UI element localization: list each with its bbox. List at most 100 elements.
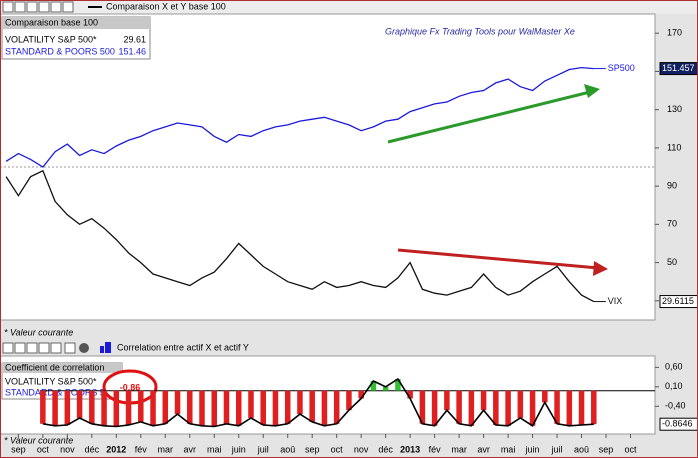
correlation-bar (346, 390, 352, 411)
correlation-bar (395, 379, 401, 391)
y-tick-label: 170 (667, 28, 682, 38)
correlation-bar (468, 390, 475, 426)
correlation-bar (272, 390, 279, 426)
legend-title: Coefficient de correlation (5, 362, 104, 372)
series-line (5, 169, 595, 303)
correlation-bar (40, 390, 46, 424)
last-value-box (659, 417, 698, 431)
correlation-bar (235, 390, 242, 426)
x-tick-label: 2012 (106, 444, 126, 454)
x-tick-label: avr (477, 444, 490, 454)
correlation-bar (382, 386, 389, 391)
correlation-bar (150, 390, 156, 426)
x-tick-label: mai (207, 444, 222, 454)
x-tick-label: sep (11, 444, 26, 454)
last-value-box (659, 62, 698, 76)
lower-toolbar-icons[interactable] (2, 342, 111, 354)
correlation-bar (260, 390, 266, 425)
footnote: * Valeur courante (4, 327, 73, 337)
correlation-bar (211, 390, 218, 427)
correlation-bar (223, 390, 230, 424)
series-line (5, 66, 594, 168)
legend-item: STANDARD & POORS 500 (5, 46, 115, 56)
correlation-bar (554, 390, 560, 424)
correlation-bar (187, 390, 193, 424)
correlation-bar (419, 390, 426, 424)
correlation-outline (42, 377, 594, 428)
correlation-bar (456, 390, 462, 424)
x-tick-label: aoû (574, 444, 589, 454)
correlation-bar (162, 390, 169, 424)
correlation-bar (480, 390, 487, 411)
y-tick-label: 50 (667, 257, 677, 267)
y-tick-label: 70 (667, 219, 677, 229)
y-tick-label: 130 (667, 104, 682, 114)
correlation-bar (493, 390, 499, 425)
x-tick-label: nov (354, 444, 369, 454)
correlation-bar (370, 380, 377, 391)
legend-item: VOLATILITY S&P 500* (5, 34, 97, 44)
toolbar (0, 0, 698, 14)
x-tick-label: mar (451, 444, 467, 454)
correlation-bar (333, 390, 340, 424)
main-legend: Comparaison base 100 VOLATILITY S&P 500*… (1, 16, 151, 60)
x-tick-label: sep (599, 444, 614, 454)
correlation-bar (591, 390, 597, 425)
x-tick-label: oct (331, 444, 344, 454)
x-tick-label: juil (257, 444, 269, 454)
last-value: 29.6115 (662, 296, 694, 306)
footnote: * Valeur courante (4, 435, 73, 445)
toolbar-icons[interactable] (2, 1, 74, 13)
x-tick-label: avr (184, 444, 197, 454)
correlation-bar (517, 390, 524, 418)
correlation-bar (89, 390, 95, 424)
last-value: 151.457 (662, 63, 695, 73)
correlation-bar (505, 390, 511, 426)
correlation-badge: -0.86 (120, 382, 141, 392)
correlation-legend: Coefficient de correlation VOLATILITY S&… (1, 362, 158, 405)
y-tick-label: -0,40 (665, 401, 686, 411)
correlation-bar (52, 390, 58, 426)
x-tick-label: déc (378, 444, 393, 454)
correlation-bar (138, 390, 144, 422)
window-title: Comparaison X et Y base 100 (106, 1, 226, 11)
last-value-box (659, 295, 698, 309)
correlation-bar (101, 390, 107, 426)
correlation-bar (444, 390, 450, 411)
annotation: Graphique Fx Trading Tools pour WalMaste… (385, 26, 575, 36)
correlation-bar (578, 390, 585, 425)
end-label: VIX (608, 296, 623, 306)
y-tick-label: 0,10 (665, 381, 683, 391)
x-tick-label: oct (625, 444, 638, 454)
legend-value: 29.61 (123, 34, 146, 44)
x-tick-label: juin (525, 444, 540, 454)
correlation-bar (566, 390, 573, 426)
trend-arrows (387, 84, 608, 276)
x-tick-label: aoû (280, 444, 295, 454)
correlation-bar (309, 390, 315, 422)
legend-title: Comparaison base 100 (5, 17, 98, 27)
x-tick-label: 2013 (400, 444, 420, 454)
x-tick-label: oct (37, 444, 50, 454)
correlation-bar (297, 390, 303, 415)
y-tick-label: 110 (667, 142, 681, 152)
y-tick-label: 90 (667, 180, 677, 190)
legend-item: VOLATILITY S&P 500* (5, 376, 97, 386)
x-tick-label: nov (60, 444, 75, 454)
correlation-bar (76, 390, 83, 418)
lower-title: Correlation entre actif X et actif Y (117, 342, 249, 352)
correlation-bar (199, 390, 205, 426)
x-tick-label: mai (501, 444, 516, 454)
x-tick-label: déc (85, 444, 100, 454)
x-tick-label: juin (231, 444, 246, 454)
legend-value: 151.46 (118, 46, 146, 56)
x-tick-label: mar (158, 444, 174, 454)
correlation-bar (125, 390, 132, 425)
end-label: SP500 (608, 63, 635, 73)
correlation-bar (358, 390, 364, 399)
legend-item: STANDARD & POORS 500 (5, 387, 115, 397)
correlation-bar (407, 390, 413, 399)
correlation-bar (542, 390, 548, 403)
correlation-bar (64, 390, 71, 425)
